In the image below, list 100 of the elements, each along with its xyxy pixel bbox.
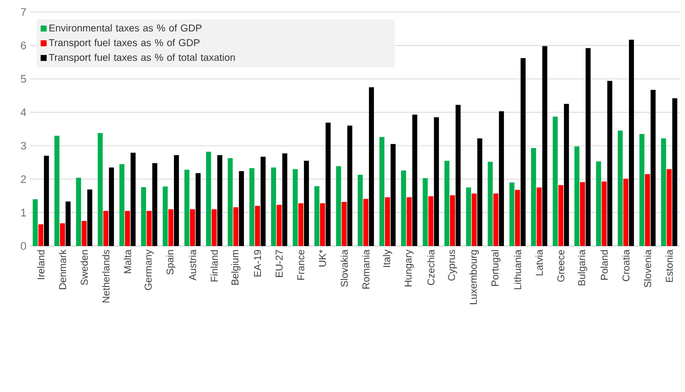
bar [580, 182, 586, 246]
bar [536, 188, 542, 246]
bar [108, 167, 114, 246]
bar [456, 104, 461, 246]
bar [645, 174, 650, 246]
bar [326, 122, 331, 246]
x-tick-label: EA-19 [254, 250, 262, 276]
bar [596, 161, 602, 246]
x-tick-label: EU-27 [276, 250, 283, 277]
bar [368, 87, 374, 246]
bar [82, 220, 87, 246]
bar [552, 116, 558, 246]
bar [379, 137, 384, 246]
bar [515, 190, 520, 246]
bar [434, 117, 439, 246]
bar [623, 178, 628, 246]
bar [184, 170, 190, 246]
x-tick-label: Lithuania [514, 250, 522, 290]
bar [401, 170, 406, 246]
bar [292, 169, 298, 246]
x-tick-label: Sweden [80, 250, 88, 286]
x-tick-label: Slovenia [644, 250, 652, 288]
x-tick-label: UK* [319, 250, 326, 266]
bar [141, 187, 146, 246]
bar [54, 136, 60, 246]
bar [249, 168, 254, 246]
bar [666, 169, 672, 246]
bar [450, 195, 456, 246]
x-tick-label: Luxembourg [470, 250, 479, 304]
bar [498, 111, 504, 246]
bar [76, 178, 82, 246]
bar [618, 130, 623, 246]
bar [238, 171, 244, 246]
x-tick-label: Finland [210, 250, 218, 282]
bar [661, 138, 666, 246]
y-tick-label: 7 [20, 8, 26, 16]
x-tick-label: Greece [557, 250, 564, 282]
bar [98, 133, 103, 246]
y-tick-label: 6 [20, 42, 26, 50]
x-tick-label: Malta [124, 250, 132, 274]
bar [314, 186, 320, 246]
legend-label: Transport fuel taxes as % of GDP [48, 38, 200, 48]
bar [574, 146, 580, 246]
bar [103, 210, 108, 246]
bar [212, 209, 217, 246]
bar [174, 155, 179, 246]
bar [466, 188, 472, 246]
y-tick-label: 0 [20, 242, 26, 250]
x-tick-label: Poland [600, 250, 608, 280]
x-tick-label: Spain [166, 250, 176, 275]
x-tick-label: Belgium [231, 250, 240, 285]
bar [444, 160, 450, 246]
bar [66, 202, 71, 246]
bar [363, 198, 368, 246]
x-tick-label: Denmark [58, 250, 66, 290]
bar [217, 155, 222, 246]
y-tick-label: 5 [20, 75, 26, 83]
legend-label: Transport fuel taxes as % of total taxation [48, 54, 235, 63]
bar [422, 178, 428, 246]
x-tick-label: Croatia [622, 250, 630, 282]
x-tick-label: Cyprus [448, 250, 458, 281]
bar [342, 202, 347, 246]
bar [87, 190, 92, 246]
bar [412, 114, 418, 246]
bar [406, 197, 412, 246]
bar [472, 194, 477, 246]
legend-label: Environmental taxes as % of GDP [49, 24, 202, 32]
bar [196, 173, 201, 246]
bar [276, 204, 282, 246]
x-tick-label: Ireland [37, 250, 44, 280]
x-tick-label: Austria [188, 250, 196, 281]
x-tick-label: Hungary [404, 250, 414, 286]
bar [32, 199, 38, 246]
bar [260, 156, 266, 246]
x-tick-label: Latvia [536, 250, 543, 276]
bar [152, 163, 158, 246]
bar [520, 58, 526, 246]
x-tick-label: Czechia [427, 250, 434, 286]
bar [125, 210, 130, 246]
y-tick-label: 4 [20, 108, 26, 116]
bar [190, 209, 195, 246]
bar [607, 80, 612, 246]
bar [282, 153, 288, 246]
x-tick-label: Netherlands [102, 250, 110, 302]
bar [542, 46, 548, 246]
y-tick-label: 1 [21, 208, 26, 216]
y-tick-label: 2 [20, 175, 26, 183]
bar [602, 181, 607, 246]
bar [586, 48, 591, 246]
bar [390, 144, 396, 246]
bar [44, 156, 49, 246]
bar [358, 174, 363, 246]
bar [320, 203, 326, 246]
bar [428, 196, 434, 246]
bar [146, 210, 152, 246]
bar [162, 186, 168, 246]
x-tick-label: Bulgaria [578, 250, 588, 286]
bar [650, 90, 656, 246]
bar [493, 194, 498, 246]
bar [233, 207, 238, 246]
